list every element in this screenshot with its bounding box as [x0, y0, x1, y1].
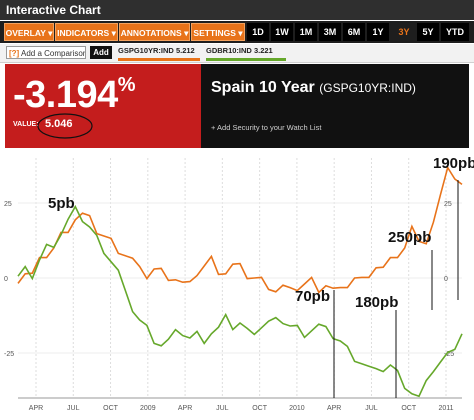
indicators-menu[interactable]: INDICATORS ▾: [55, 23, 118, 41]
right-y-tick-label: 0: [444, 276, 448, 283]
annotation-70pb: 70pb: [295, 288, 330, 305]
security-box: Spain 10 Year (GSPG10YR:IND) + Add Secur…: [201, 64, 469, 148]
x-tick-label: APR: [178, 405, 192, 412]
x-tick-label: APR: [327, 405, 341, 412]
annotation-180pb: 180pb: [355, 294, 398, 311]
right-y-tick-label: -25: [444, 351, 454, 358]
range-6m-button[interactable]: 6M: [343, 23, 365, 41]
help-icon: [?]: [9, 49, 20, 58]
x-tick-label: JUL: [67, 405, 80, 412]
value-number: 5.046: [45, 118, 73, 130]
x-tick-label: OCT: [401, 405, 417, 412]
left-y-tick-label: 25: [4, 201, 12, 208]
comparison-placeholder: Add a Comparison: [21, 49, 86, 58]
value-label: VALUE:: [13, 121, 39, 128]
change-box: -3.194% VALUE: 5.046: [5, 64, 201, 148]
legend-series2-ticker: GDBR10:IND: [206, 46, 252, 55]
left-y-tick-label: 0: [4, 276, 8, 283]
watch-list-link[interactable]: + Add Security to your Watch List: [211, 123, 322, 132]
annotation-190pb: 190pb: [433, 155, 474, 172]
range-1d-button[interactable]: 1D: [247, 23, 269, 41]
x-tick-label: JUL: [216, 405, 229, 412]
quote-panel: -3.194% VALUE: 5.046 Spain 10 Year (GSPG…: [5, 64, 469, 148]
overlay-menu[interactable]: OVERLAY ▾: [4, 23, 54, 41]
legend-series2-line: [206, 58, 286, 61]
x-tick-label: 2011: [438, 405, 453, 412]
legend-series1: GSPG10YR:IND 5.212: [118, 46, 195, 56]
annotation-5pb: 5pb: [48, 195, 75, 212]
legend-series1-line: [118, 58, 200, 61]
series-spain-line: [17, 165, 463, 294]
range-ytd-button[interactable]: YTD: [441, 23, 469, 41]
range-3y-button[interactable]: 3Y: [393, 23, 415, 41]
range-3m-button[interactable]: 3M: [319, 23, 341, 41]
circle-annotation: [37, 113, 93, 139]
settings-menu[interactable]: SETTINGS ▾: [191, 23, 245, 41]
x-tick-label: OCT: [252, 405, 268, 412]
range-1w-button[interactable]: 1W: [271, 23, 293, 41]
range-1m-button[interactable]: 1M: [295, 23, 317, 41]
change-value: -3.194%: [13, 74, 136, 116]
legend-series2: GDBR10:IND 3.221: [206, 46, 273, 56]
comparison-input[interactable]: [?] Add a Comparison: [6, 46, 86, 59]
x-tick-label: 2010: [289, 405, 305, 412]
legend-series2-value: 3.221: [253, 46, 273, 55]
window-title: Interactive Chart: [0, 0, 474, 20]
legend-series1-value: 5.212: [175, 46, 195, 55]
annotations-menu[interactable]: ANNOTATIONS ▾: [119, 23, 190, 41]
annotation-250pb: 250pb: [388, 229, 431, 246]
comparison-bar: [?] Add a Comparison Add GSPG10YR:IND 5.…: [0, 44, 474, 63]
x-tick-label: OCT: [103, 405, 119, 412]
security-name: Spain 10 Year (GSPG10YR:IND): [211, 79, 416, 96]
x-tick-label: APR: [29, 405, 43, 412]
legend-series1-ticker: GSPG10YR:IND: [118, 46, 174, 55]
series-germany-line: [17, 204, 463, 398]
line-chart: APR JUL OCT 2009 APR JUL OCT 2010 APR JUL OCT 2011 …: [4, 155, 474, 412]
range-5y-button[interactable]: 5Y: [417, 23, 439, 41]
left-y-tick-label: -25: [4, 351, 14, 358]
chart-toolbar: OVERLAY ▾ INDICATORS ▾ ANNOTATIONS ▾ SET…: [0, 21, 474, 43]
range-1y-button[interactable]: 1Y: [367, 23, 389, 41]
x-tick-label: 2009: [140, 405, 156, 412]
x-tick-label: JUL: [365, 405, 378, 412]
add-comparison-button[interactable]: Add: [90, 46, 112, 59]
right-y-tick-label: 25: [444, 201, 452, 208]
